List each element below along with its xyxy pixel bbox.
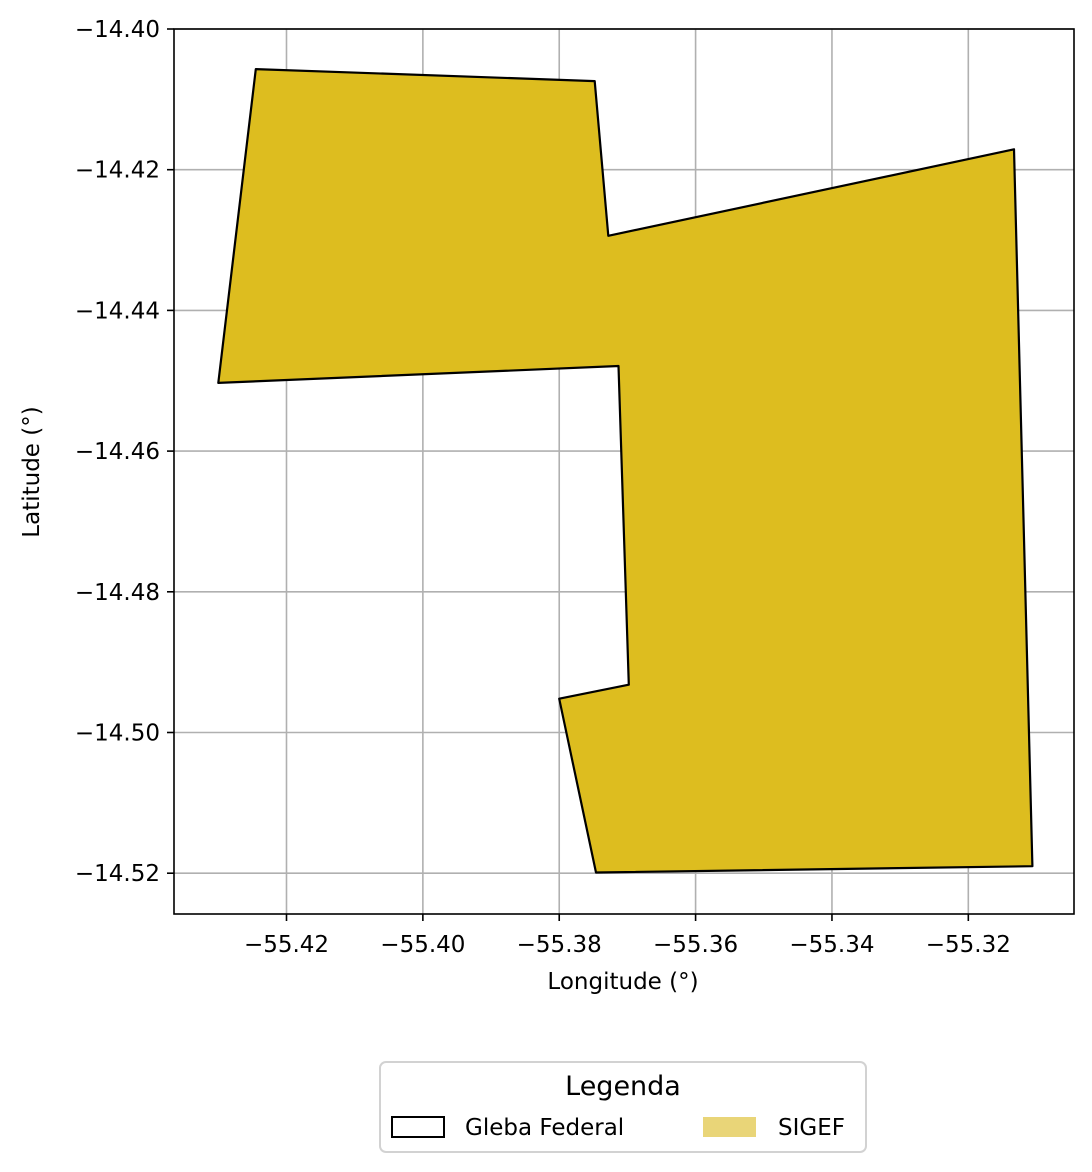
y-axis-label: Latitude (°) xyxy=(19,406,45,537)
legend: Legenda Gleba Federal SIGEF xyxy=(379,1061,867,1153)
legend-title: Legenda xyxy=(565,1071,681,1102)
x-tick-label-4: −55.34 xyxy=(789,932,874,958)
x-axis-label: Longitude (°) xyxy=(547,969,698,995)
map-features xyxy=(217,67,1034,874)
legend-label-sigef: SIGEF xyxy=(778,1115,845,1141)
axis-ticks: −55.42 −55.40 −55.38 −55.36 −55.34 −55.32 −14.… xyxy=(75,17,1011,958)
x-tick-label-0: −55.42 xyxy=(244,932,329,958)
x-tick-label-1: −55.40 xyxy=(380,932,465,958)
legend-swatch-gleba-federal xyxy=(391,1116,445,1138)
x-tick-label-3: −55.36 xyxy=(653,932,738,958)
polygon-sigef xyxy=(217,67,1034,874)
y-tick-label-5: −14.50 xyxy=(75,720,160,746)
legend-swatch-sigef xyxy=(703,1117,756,1137)
y-tick-label-0: −14.40 xyxy=(75,17,160,43)
y-tick-label-1: −14.42 xyxy=(75,158,160,184)
x-tick-label-2: −55.38 xyxy=(517,932,602,958)
legend-label-gleba-federal: Gleba Federal xyxy=(465,1115,624,1141)
y-tick-label-4: −14.48 xyxy=(75,580,160,606)
y-tick-label-6: −14.52 xyxy=(75,861,160,887)
plot-frame xyxy=(173,28,1075,915)
x-tick-label-5: −55.32 xyxy=(926,932,1011,958)
y-tick-label-2: −14.44 xyxy=(75,298,160,324)
y-tick-label-3: −14.46 xyxy=(75,439,160,465)
